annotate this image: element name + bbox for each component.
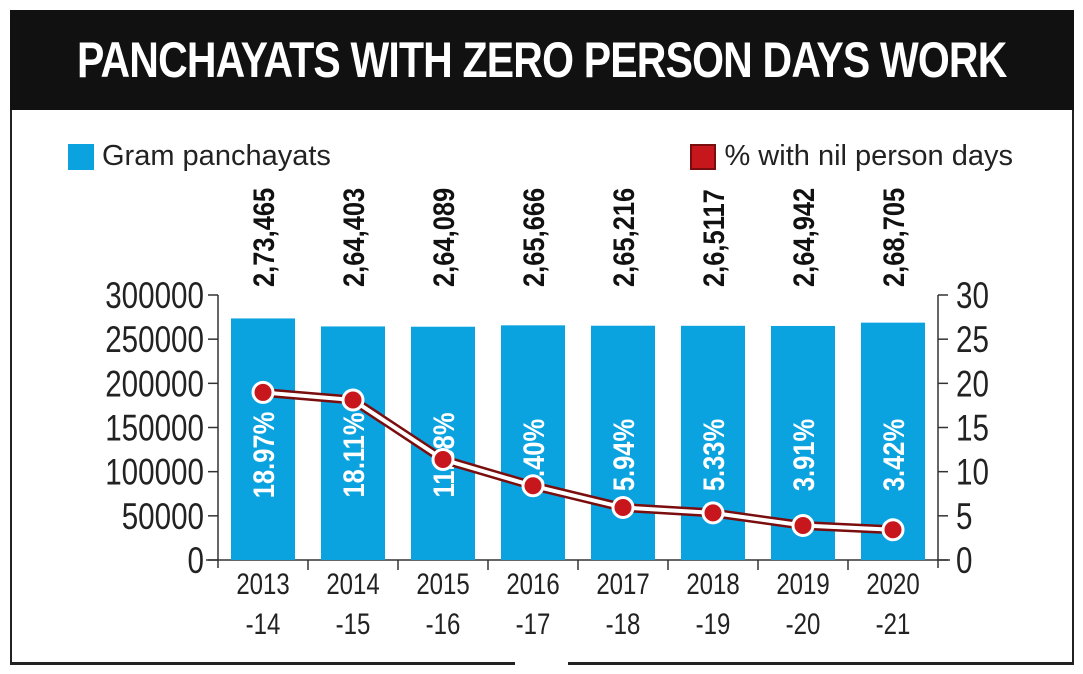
bar [591, 325, 655, 560]
left-tick-label: 150000 [105, 408, 204, 449]
bar-percent-label: 5.94% [607, 419, 640, 492]
right-tick-label: 20 [956, 364, 989, 405]
x-tick-label-suffix: -17 [516, 606, 551, 640]
x-tick-label-year: 2019 [776, 566, 829, 600]
left-tick-label: 300000 [105, 276, 204, 317]
bar-value-label: 2,64,403 [337, 188, 370, 287]
bar-value-label: 2,64,089 [427, 188, 460, 287]
x-tick-label-year: 2015 [416, 566, 469, 600]
x-tick-label-suffix: -20 [786, 606, 821, 640]
x-tick-label-suffix: -16 [426, 606, 461, 640]
bar [321, 326, 385, 560]
left-tick-label: 100000 [105, 453, 204, 494]
title-bar: PANCHAYATS WITH ZERO PERSON DAYS WORK [10, 10, 1074, 110]
x-tick-label-suffix: -18 [606, 606, 641, 640]
x-tick-label-suffix: -21 [876, 606, 911, 640]
x-tick-label-suffix: -15 [336, 606, 371, 640]
x-tick-label-year: 2017 [596, 566, 649, 600]
right-tick-label: 30 [956, 276, 989, 317]
x-tick-label-suffix: -14 [246, 606, 281, 640]
left-tick-label: 50000 [122, 497, 204, 538]
left-tick-label: 0 [188, 541, 204, 582]
line-point [521, 474, 545, 498]
bar-value-label: 2,6,5117 [697, 189, 730, 287]
bottom-rule-left [10, 662, 515, 665]
x-tick-label-suffix: -19 [696, 606, 731, 640]
x-tick-label-year: 2014 [326, 566, 379, 600]
right-tick-label: 15 [956, 408, 989, 449]
bar-value-label: 2,64,942 [787, 188, 820, 287]
bar [231, 318, 295, 560]
x-tick-label-year: 2018 [686, 566, 739, 600]
legend-bar: Gram panchayats [68, 140, 331, 173]
bar-value-label: 2,68,705 [877, 188, 910, 287]
left-tick-label: 250000 [105, 320, 204, 361]
bar-percent-label: 18.97% [247, 412, 280, 499]
line-point [611, 496, 635, 520]
legend-label-line: % with nil person days [724, 140, 1013, 172]
line-series [262, 390, 894, 532]
left-tick-label: 200000 [105, 364, 204, 405]
legend-swatch-bar [68, 143, 94, 170]
bar-percent-label: 3.42% [877, 419, 910, 492]
chart-title: PANCHAYATS WITH ZERO PERSON DAYS WORK [77, 32, 1007, 88]
bar-percent-label: 5.33% [697, 419, 730, 492]
line-point [881, 518, 905, 542]
right-tick-label: 25 [956, 320, 989, 361]
bar-value-label: 2,65,216 [607, 188, 640, 287]
x-tick-label-year: 2016 [506, 566, 559, 600]
right-tick-label: 0 [956, 541, 972, 582]
right-tick-label: 5 [956, 497, 972, 538]
bar-value-label: 2,65,666 [517, 188, 550, 287]
bar-percent-label: 18.11% [337, 412, 370, 497]
bar-value-label: 2,73,465 [247, 188, 280, 287]
legend-swatch-line [690, 143, 717, 170]
line-point [341, 388, 365, 412]
x-tick-label-year: 2013 [236, 566, 289, 600]
bar-percent-label: 3.91% [787, 419, 820, 492]
line-point [701, 501, 725, 525]
right-tick-label: 10 [956, 453, 989, 494]
bottom-rule-right [568, 662, 1074, 665]
line-point [431, 447, 455, 471]
line-point [791, 513, 815, 537]
x-tick-label-year: 2020 [866, 566, 919, 600]
bar [501, 325, 565, 560]
line-point [251, 380, 275, 404]
legend-line: % with nil person days [690, 140, 1013, 173]
legend-label-bar: Gram panchayats [102, 140, 331, 172]
